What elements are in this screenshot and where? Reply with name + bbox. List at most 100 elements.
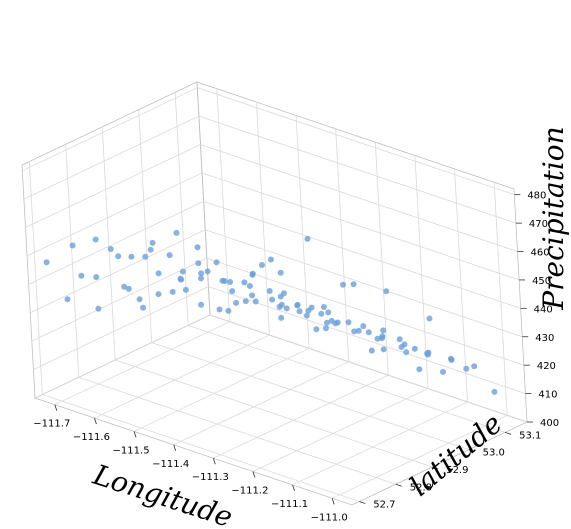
grid-line-z	[26, 172, 203, 257]
data-point	[278, 314, 285, 321]
y-tick-mark	[395, 483, 402, 487]
data-point	[194, 244, 201, 251]
grid-line-z	[201, 172, 520, 281]
gridlines	[22, 87, 528, 502]
data-point	[379, 333, 386, 340]
z-tick-label: 450	[532, 276, 551, 287]
z-tick-label: 420	[537, 361, 556, 372]
grid-line-x	[292, 401, 468, 486]
y-tick-label: 53.0	[483, 448, 505, 459]
grid-line-x	[213, 374, 389, 459]
data-point	[249, 271, 256, 278]
data-point	[426, 315, 433, 322]
data-point	[411, 345, 418, 352]
grid-line-z	[205, 229, 523, 338]
z-tick-label: 430	[535, 333, 554, 344]
grid-line-x	[252, 388, 429, 472]
data-point	[195, 260, 202, 267]
data-point	[294, 301, 301, 308]
data-point	[213, 259, 220, 266]
data-point	[448, 357, 455, 363]
y-tick-label: 52.8	[410, 482, 432, 493]
grid-line-z	[198, 115, 517, 224]
grid-line-x	[454, 168, 468, 402]
data-point	[249, 292, 256, 299]
grid-line-y	[78, 376, 396, 485]
data-point	[283, 305, 290, 312]
data-point	[149, 239, 156, 246]
data-point	[225, 307, 232, 314]
grid-line-z	[34, 314, 211, 399]
x-tick-label: −111.0	[311, 512, 348, 523]
x-tick-label: −111.7	[33, 419, 70, 430]
data-point	[296, 308, 303, 315]
grid-line-z	[208, 286, 526, 394]
data-point	[198, 270, 205, 277]
data-point	[266, 288, 273, 294]
data-point	[216, 306, 223, 313]
x-axis-ticks: −111.7−111.6−111.5−111.4−111.3−111.2−111…	[33, 404, 348, 523]
data-point	[416, 366, 423, 373]
grid-line-z	[31, 257, 208, 342]
grid-line-z	[22, 87, 198, 172]
data-point	[121, 283, 128, 290]
x-tick-label: −111.1	[271, 499, 308, 510]
data-point	[178, 276, 185, 283]
x-tick-mark	[94, 417, 97, 425]
grid-line-y	[151, 342, 469, 451]
data-point	[107, 246, 114, 252]
data-point	[380, 327, 387, 334]
data-point	[403, 349, 410, 356]
grid-line-x	[133, 348, 310, 432]
data-point	[368, 347, 375, 354]
z-axis-ticks: 400 410 420 430 440 450 460 470 480	[514, 191, 559, 429]
data-point	[78, 272, 85, 279]
grid-line-x	[493, 182, 508, 416]
data-point	[320, 304, 327, 310]
data-point	[233, 299, 240, 306]
data-point	[246, 283, 253, 289]
z-tick-label: 470	[529, 219, 548, 230]
data-point	[332, 320, 339, 327]
grid-line-z	[23, 115, 200, 200]
data-point	[351, 328, 358, 335]
data-point	[398, 344, 405, 350]
data-point	[365, 329, 372, 336]
z-tick-label: 480	[527, 191, 546, 202]
data-point	[198, 301, 205, 308]
grid-line-y	[115, 359, 433, 468]
data-point	[374, 335, 381, 342]
data-point	[92, 236, 99, 243]
data-point	[166, 252, 173, 259]
data-point	[69, 242, 76, 249]
y-tick-mark	[504, 431, 512, 435]
data-point	[355, 327, 362, 334]
grid-line-x	[374, 142, 389, 376]
data-point	[491, 388, 498, 395]
data-points	[43, 229, 498, 395]
z-tick-label: 460	[530, 248, 549, 259]
data-point	[325, 309, 332, 316]
x-tick-label: −111.5	[113, 445, 150, 456]
grid-line-y	[65, 144, 80, 378]
data-point	[318, 310, 325, 317]
data-point	[136, 296, 143, 303]
z-axis-title: Precipitation	[537, 126, 570, 310]
grid-line-z	[33, 286, 209, 370]
data-point	[242, 298, 249, 305]
data-point	[440, 368, 446, 375]
data-point	[221, 278, 228, 284]
data-point	[140, 304, 147, 311]
x-tick-label: −111.6	[73, 432, 110, 443]
x-tick-mark	[252, 471, 256, 478]
data-point	[198, 275, 204, 282]
data-point	[345, 319, 352, 326]
x-tick-label: −111.4	[152, 459, 189, 470]
data-point	[147, 246, 154, 253]
data-point	[64, 296, 71, 303]
data-point	[173, 229, 180, 236]
y-tick-label: 53.1	[519, 430, 541, 441]
grid-line-z	[200, 144, 518, 252]
y-tick-label: 52.7	[373, 500, 395, 511]
